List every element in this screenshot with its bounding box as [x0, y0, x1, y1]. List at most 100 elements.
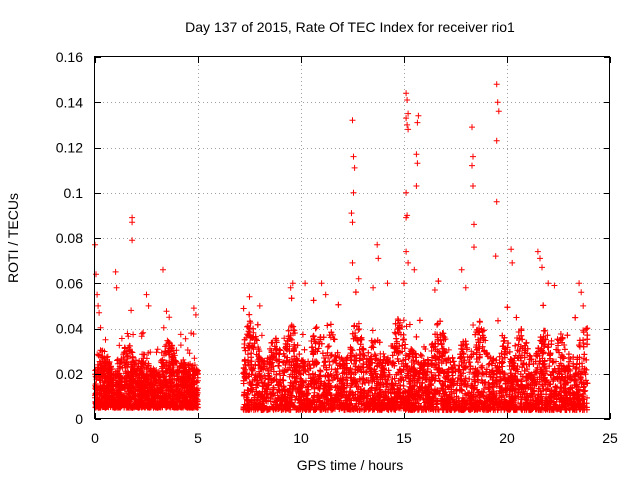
data-point — [168, 345, 175, 352]
data-point — [170, 391, 177, 398]
data-point — [118, 335, 125, 342]
data-point — [190, 402, 197, 409]
data-points — [92, 81, 591, 413]
data-point — [187, 404, 194, 411]
data-point — [98, 347, 105, 354]
data-point — [144, 375, 151, 382]
data-point — [188, 393, 195, 400]
data-point — [131, 366, 138, 372]
data-point — [142, 360, 149, 367]
data-point — [169, 378, 176, 385]
data-point — [153, 349, 160, 356]
data-point — [103, 354, 110, 361]
data-point — [128, 385, 135, 392]
data-point — [164, 337, 171, 344]
data-point — [118, 374, 125, 381]
data-point — [112, 399, 119, 406]
data-point — [185, 388, 192, 395]
data-point — [165, 363, 172, 370]
data-point — [146, 399, 153, 406]
data-point — [141, 371, 147, 378]
data-point — [173, 402, 179, 409]
data-point — [114, 388, 121, 395]
chart-title: Day 137 of 2015, Rate Of TEC Index for r… — [185, 19, 515, 35]
data-point — [184, 347, 191, 353]
data-point — [157, 358, 164, 364]
data-point — [95, 352, 102, 359]
data-point — [96, 374, 103, 381]
data-point — [122, 396, 128, 403]
data-point — [108, 366, 115, 373]
data-point — [100, 368, 107, 375]
data-point — [172, 403, 178, 410]
data-point — [183, 397, 190, 404]
data-point — [190, 331, 197, 337]
data-point — [167, 384, 174, 391]
data-point — [143, 355, 150, 362]
data-point — [159, 356, 166, 363]
data-point — [124, 355, 131, 362]
data-point — [194, 370, 201, 377]
data-point — [138, 333, 145, 340]
data-point — [127, 361, 134, 367]
data-point — [189, 362, 196, 369]
data-point — [158, 349, 165, 356]
data-point — [120, 399, 127, 406]
data-point — [176, 363, 183, 370]
data-point — [94, 391, 101, 398]
data-point — [175, 397, 181, 404]
data-point — [153, 402, 160, 409]
data-point — [161, 399, 168, 406]
data-point — [173, 358, 180, 365]
data-point — [108, 398, 115, 405]
data-point — [129, 355, 136, 361]
data-point — [111, 392, 117, 399]
data-point — [193, 366, 200, 373]
data-point — [186, 366, 193, 373]
data-point — [131, 397, 138, 403]
data-point — [191, 401, 198, 408]
data-point — [95, 400, 102, 406]
data-point — [182, 381, 189, 388]
data-point — [114, 357, 121, 364]
data-point — [162, 350, 169, 357]
data-point — [191, 355, 198, 362]
data-point — [102, 358, 109, 365]
data-point — [160, 324, 167, 331]
data-point — [149, 381, 156, 388]
data-point — [141, 351, 148, 358]
data-point — [98, 384, 105, 391]
data-point — [101, 398, 108, 405]
data-point — [189, 381, 196, 388]
data-point — [144, 390, 151, 397]
data-point — [147, 369, 154, 375]
data-point — [117, 374, 124, 380]
data-point — [102, 336, 109, 343]
data-point — [186, 350, 193, 357]
data-point — [177, 331, 184, 338]
data-point — [163, 369, 170, 376]
data-point — [127, 368, 134, 375]
data-point — [150, 373, 157, 380]
data-point — [166, 358, 173, 364]
data-point — [162, 392, 169, 399]
data-point — [181, 368, 188, 375]
data-point — [99, 353, 106, 360]
data-point — [140, 401, 146, 408]
data-point — [160, 383, 167, 389]
data-point — [97, 360, 104, 366]
data-point — [165, 349, 172, 356]
data-point — [116, 363, 123, 370]
data-point — [104, 394, 111, 400]
data-point — [124, 330, 131, 337]
data-point — [136, 380, 143, 387]
data-point — [97, 390, 104, 397]
data-point — [130, 331, 137, 338]
data-point — [163, 308, 170, 315]
data-point — [126, 342, 133, 349]
data-point — [182, 403, 189, 410]
data-point — [174, 366, 181, 373]
data-point — [133, 357, 139, 364]
data-point — [193, 389, 200, 395]
data-point — [181, 365, 188, 372]
